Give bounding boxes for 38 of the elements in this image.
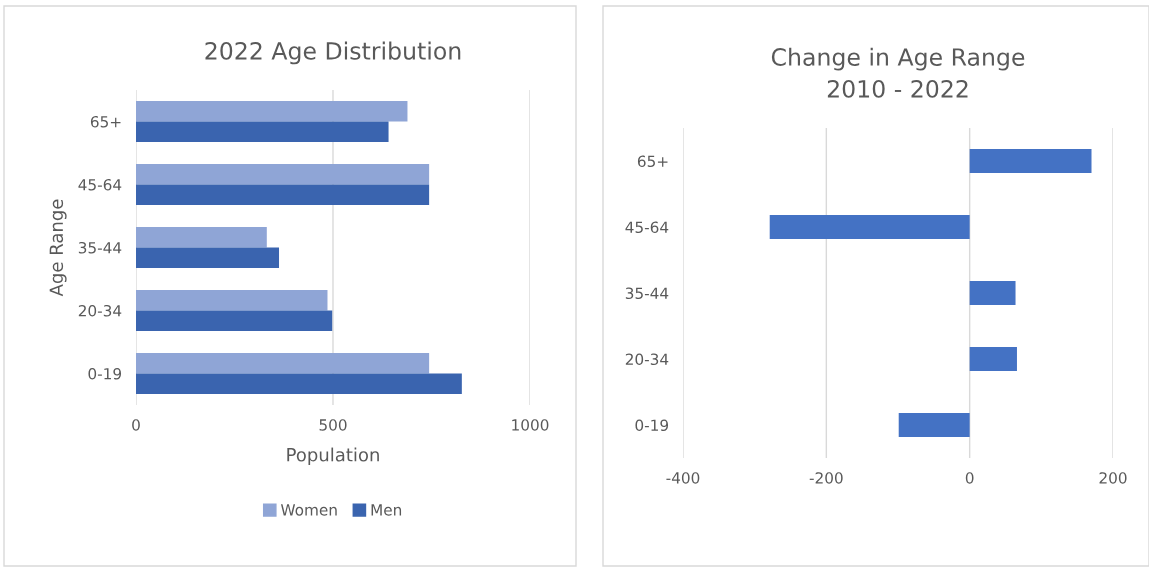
x-tick-label: 0	[132, 419, 140, 431]
bar	[136, 184, 430, 205]
y-tick-label: 45-64	[78, 178, 122, 191]
chart-title: 2022 Age Distribution	[205, 41, 461, 65]
bar	[969, 347, 1017, 371]
y-tick-label: 35-44	[625, 287, 669, 300]
bar	[136, 247, 280, 268]
bar	[136, 227, 267, 248]
bar	[136, 290, 328, 311]
bar	[969, 149, 1092, 173]
x-tick-label: 200	[1099, 472, 1127, 484]
chart-title: Change in Age Range 2010 - 2022	[771, 47, 1025, 98]
bar	[136, 353, 430, 374]
y-tick-label: 35-44	[78, 241, 122, 254]
y-tick-label: 20-34	[78, 304, 122, 317]
x-tick-label: 500	[319, 419, 347, 431]
bar	[136, 310, 333, 331]
y-tick-label: 0-19	[635, 419, 669, 432]
bar	[898, 413, 970, 437]
y-axis-title: Age Range	[49, 199, 67, 297]
bar	[136, 373, 462, 394]
bar	[136, 164, 430, 185]
bar	[969, 281, 1016, 305]
y-tick-label: 65+	[637, 155, 668, 168]
y-tick-label: 45-64	[625, 221, 669, 234]
y-tick-label: 65+	[90, 115, 121, 128]
x-tick-label: -200	[809, 472, 843, 484]
x-tick-label: -400	[666, 472, 700, 484]
legend-label: Women	[280, 504, 337, 516]
x-tick-label: 0	[965, 472, 974, 484]
bar	[769, 215, 970, 239]
bar	[136, 101, 408, 122]
y-tick-label: 20-34	[625, 353, 669, 366]
bar	[136, 121, 389, 142]
x-tick-label: 1000	[512, 419, 549, 431]
x-axis-title: Population	[287, 447, 379, 466]
legend-label: Men	[371, 504, 402, 516]
y-tick-label: 0-19	[88, 367, 122, 380]
